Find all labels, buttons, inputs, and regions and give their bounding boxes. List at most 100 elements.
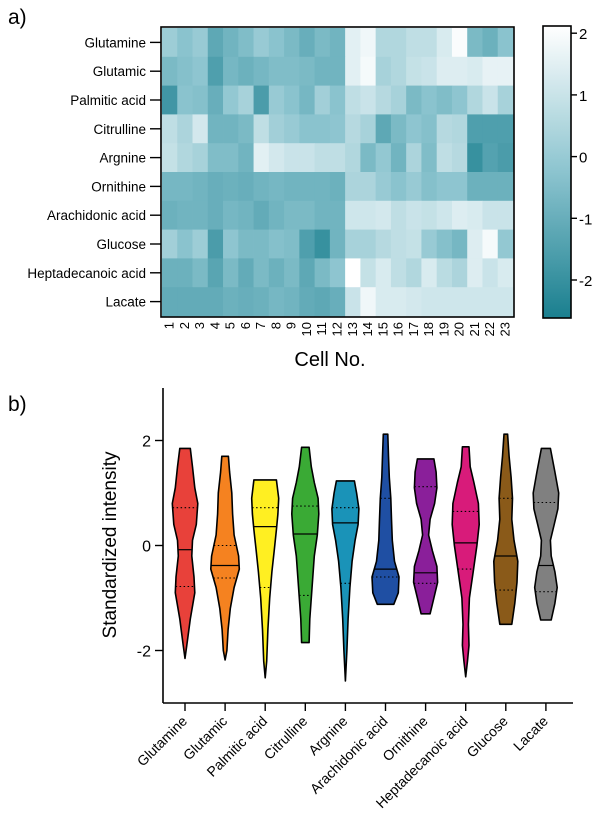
heatmap-cell [482, 258, 499, 288]
heatmap-cell [497, 114, 514, 144]
heatmap-cell [268, 258, 285, 288]
heatmap-row-label: Lacate [105, 295, 146, 310]
heatmap-cell [284, 229, 300, 259]
heatmap-cell [390, 56, 407, 86]
heatmap-cell [375, 28, 392, 58]
heatmap-cell [192, 56, 209, 86]
heatmap-cell [375, 56, 392, 86]
violin-body [451, 446, 480, 678]
heatmap-cell [299, 200, 316, 230]
heatmap-cell [177, 258, 193, 288]
heatmap-cell [390, 200, 407, 230]
heatmap-cell [177, 56, 193, 86]
heatmap-cell [329, 258, 346, 288]
heatmap-cell [497, 56, 514, 86]
heatmap-cell [253, 172, 270, 202]
heatmap-cell [345, 172, 361, 202]
heatmap-cell [192, 258, 209, 288]
heatmap-cell [207, 200, 224, 230]
violin-x-tick-label: Glucose [463, 713, 511, 761]
heatmap-cell [253, 229, 270, 259]
heatmap-cell [192, 172, 209, 202]
heatmap-cell [314, 56, 331, 86]
heatmap-cell [268, 143, 285, 173]
violin-body [250, 479, 280, 679]
heatmap-column-label: 2 [177, 322, 192, 329]
violin-body [493, 433, 519, 626]
heatmap-cell [268, 200, 285, 230]
heatmap-cell [299, 172, 316, 202]
heatmap-cell [268, 287, 285, 317]
heatmap-cell [314, 200, 331, 230]
heatmap-cell [497, 143, 514, 173]
heatmap-cell [253, 200, 270, 230]
heatmap-cell [451, 172, 468, 202]
heatmap-cell [436, 229, 453, 259]
heatmap-cell [390, 172, 407, 202]
heatmap-cell [207, 172, 224, 202]
colorbar-ticks: 2 1 0 -1 -2 [571, 26, 592, 290]
heatmap-cell [162, 172, 178, 202]
heatmap-cells [162, 28, 514, 317]
heatmap-cell [451, 56, 468, 86]
heatmap-cell [497, 229, 514, 259]
heatmap-cell [192, 287, 209, 317]
heatmap-cell [482, 229, 499, 259]
heatmap-cell [390, 287, 407, 317]
heatmap-frame [160, 26, 515, 318]
heatmap-cell [436, 200, 453, 230]
heatmap-cell [329, 172, 346, 202]
heatmap-cell [467, 287, 483, 317]
heatmap-cell [390, 85, 407, 115]
violin-body [331, 480, 360, 682]
heatmap-cell [467, 172, 483, 202]
heatmap-cell [436, 172, 453, 202]
heatmap-cell [406, 85, 422, 115]
heatmap-cell [329, 287, 346, 317]
heatmap-cell [390, 114, 407, 144]
heatmap-cell [253, 287, 270, 317]
heatmap-cell [284, 56, 300, 86]
heatmap-cell [238, 200, 254, 230]
heatmap-cell [497, 28, 514, 58]
heatmap-cell [451, 114, 468, 144]
heatmap-cell [299, 258, 316, 288]
heatmap-column-label: 21 [467, 322, 482, 336]
heatmap-cell [314, 114, 331, 144]
heatmap-cell [253, 114, 270, 144]
heatmap-cell [421, 56, 438, 86]
heatmap-cell [299, 85, 316, 115]
heatmap-cell [375, 143, 392, 173]
heatmap-row-label: Glutamic [93, 64, 147, 79]
heatmap-cell [451, 28, 468, 58]
violin-y-tick-label: 0 [142, 539, 151, 556]
heatmap-cell [482, 56, 499, 86]
heatmap-cell [482, 200, 499, 230]
heatmap-cell [421, 143, 438, 173]
heatmap-cell [360, 56, 377, 86]
heatmap-cell [177, 229, 193, 259]
heatmap-cell [207, 114, 224, 144]
heatmap-cell [467, 258, 483, 288]
heatmap-cell [177, 143, 193, 173]
heatmap-cell [436, 258, 453, 288]
heatmap-cell [299, 229, 316, 259]
heatmap-cell [223, 258, 239, 288]
heatmap-column-labels: 1 2 3 4 5 6 7 8 9 10 11 12 13 14 15 16 17 18 19 20 21 22 23 [162, 322, 513, 336]
heatmap-cell [314, 85, 331, 115]
heatmap-cell [207, 229, 224, 259]
heatmap-cell [375, 114, 392, 144]
heatmap-cell [223, 28, 239, 58]
heatmap-column-label: 7 [253, 322, 268, 329]
heatmap-cell [482, 143, 499, 173]
heatmap-cell [421, 229, 438, 259]
heatmap-cell [436, 114, 453, 144]
heatmap-row-label: Citrulline [93, 122, 146, 137]
heatmap-cell [345, 143, 361, 173]
heatmap-cell [360, 143, 377, 173]
heatmap-column-label: 10 [299, 322, 314, 336]
heatmap-cell [223, 172, 239, 202]
heatmap-cell [360, 229, 377, 259]
heatmap-cell [192, 200, 209, 230]
heatmap-cell [406, 56, 422, 86]
